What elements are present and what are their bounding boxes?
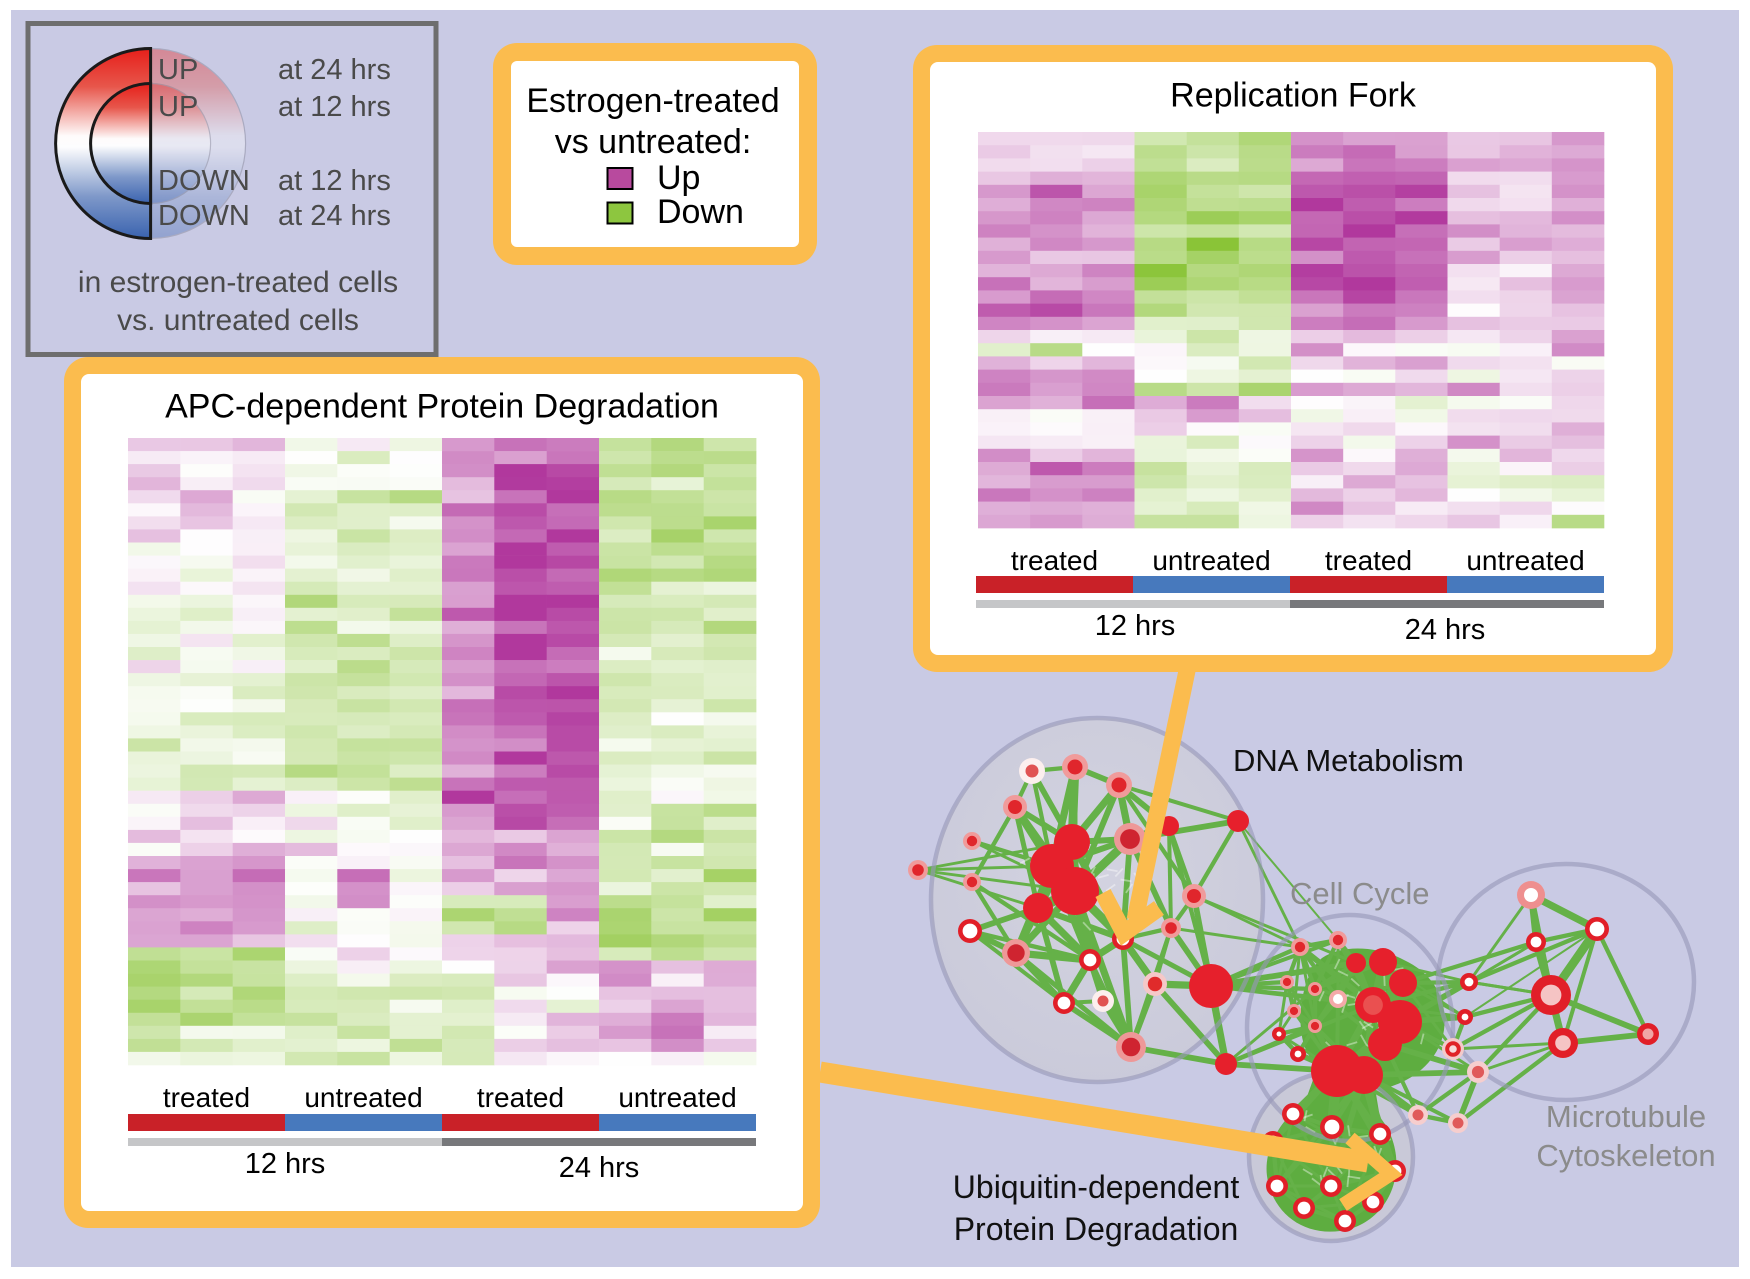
- svg-text:Cytoskeleton: Cytoskeleton: [1536, 1138, 1715, 1173]
- svg-text:Replication Fork: Replication Fork: [1170, 77, 1417, 115]
- svg-text:untreated: untreated: [1466, 545, 1584, 576]
- svg-text:Up: Up: [657, 159, 700, 197]
- svg-text:DNA Metabolism: DNA Metabolism: [1233, 743, 1464, 778]
- svg-text:treated: treated: [1325, 545, 1412, 576]
- svg-text:untreated: untreated: [304, 1082, 422, 1113]
- svg-text:untreated: untreated: [618, 1082, 736, 1113]
- svg-text:Microtubule: Microtubule: [1546, 1099, 1706, 1134]
- svg-text:at 12 hrs: at 12 hrs: [278, 91, 391, 123]
- svg-text:vs. untreated cells: vs. untreated cells: [117, 304, 359, 337]
- svg-text:treated: treated: [163, 1082, 250, 1113]
- svg-text:12 hrs: 12 hrs: [1095, 610, 1176, 642]
- svg-text:APC-dependent Protein Degradat: APC-dependent Protein Degradation: [165, 388, 719, 426]
- svg-text:UP: UP: [158, 91, 198, 123]
- svg-text:Cell Cycle: Cell Cycle: [1290, 876, 1430, 911]
- svg-text:treated: treated: [477, 1082, 564, 1113]
- svg-text:at 12 hrs: at 12 hrs: [278, 165, 391, 197]
- svg-text:24 hrs: 24 hrs: [1405, 614, 1486, 646]
- svg-text:24 hrs: 24 hrs: [559, 1152, 640, 1184]
- svg-text:Ubiquitin-dependent: Ubiquitin-dependent: [953, 1169, 1240, 1205]
- svg-text:Down: Down: [657, 193, 744, 231]
- svg-text:at 24 hrs: at 24 hrs: [278, 54, 391, 86]
- svg-text:DOWN: DOWN: [158, 200, 250, 232]
- svg-text:treated: treated: [1011, 545, 1098, 576]
- svg-text:UP: UP: [158, 54, 198, 86]
- svg-text:vs untreated:: vs untreated:: [555, 123, 752, 161]
- svg-text:DOWN: DOWN: [158, 165, 250, 197]
- svg-text:Estrogen-treated: Estrogen-treated: [526, 82, 779, 120]
- svg-text:in estrogen-treated cells: in estrogen-treated cells: [78, 266, 398, 299]
- svg-text:untreated: untreated: [1152, 545, 1270, 576]
- svg-text:12 hrs: 12 hrs: [245, 1148, 326, 1180]
- svg-text:Protein Degradation: Protein Degradation: [954, 1211, 1239, 1247]
- svg-text:at 24 hrs: at 24 hrs: [278, 200, 391, 232]
